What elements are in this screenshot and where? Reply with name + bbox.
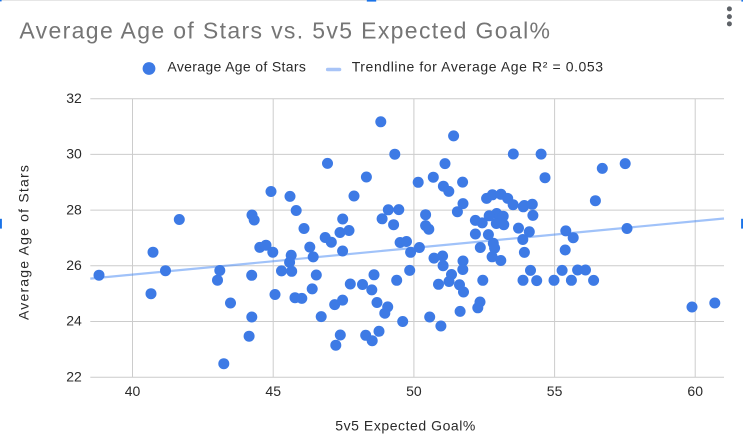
svg-text:45: 45 (265, 383, 281, 399)
svg-text:26: 26 (66, 257, 82, 273)
svg-text:50: 50 (406, 383, 422, 399)
svg-text:22: 22 (66, 368, 82, 384)
svg-text:24: 24 (66, 313, 82, 329)
svg-text:Average Age of Stars: Average Age of Stars (167, 58, 306, 74)
svg-text:Average Age of Stars: Average Age of Stars (16, 164, 32, 320)
svg-text:60: 60 (687, 383, 703, 399)
svg-text:40: 40 (125, 383, 141, 399)
svg-text:5v5 Expected Goal%: 5v5 Expected Goal% (335, 418, 476, 434)
svg-text:55: 55 (547, 383, 563, 399)
svg-text:Average Age of Stars vs. 5v5 E: Average Age of Stars vs. 5v5 Expected Go… (19, 18, 551, 44)
svg-text:32: 32 (66, 90, 82, 106)
svg-text:Trendline for Average Age R² =: Trendline for Average Age R² = 0.053 (352, 58, 604, 74)
svg-text:28: 28 (66, 201, 82, 217)
svg-text:30: 30 (66, 146, 82, 162)
